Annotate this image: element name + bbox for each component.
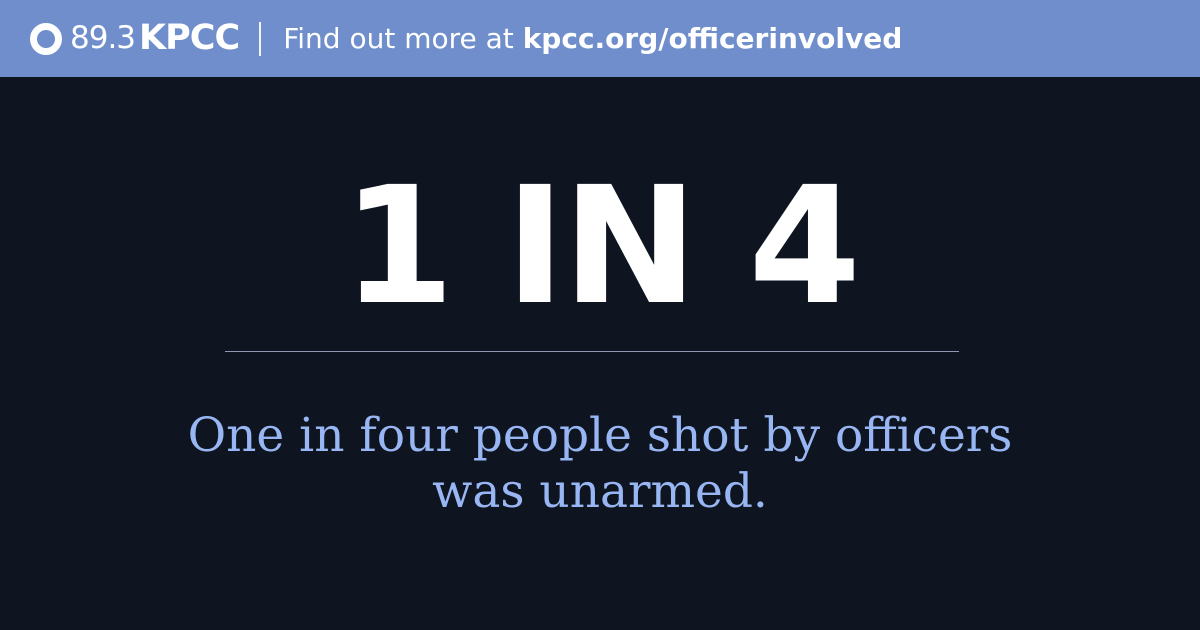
divider-rule: [225, 351, 959, 352]
caption-line-1: One in four people shot by officers: [187, 408, 1013, 463]
caption: One in four people shot by officers was …: [150, 408, 1050, 520]
logo-circle-icon: [30, 22, 62, 55]
tagline-url-link[interactable]: kpcc.org/officerinvolved: [522, 21, 903, 55]
tagline-prefix: Find out more at: [283, 21, 514, 55]
header-banner: 89.3 KPCC Find out more at kpcc.org/offi…: [0, 0, 1200, 77]
headline-stat: 1 IN 4: [341, 153, 861, 341]
logo-frequency: 89.3: [70, 20, 136, 56]
caption-line-2: was unarmed.: [432, 464, 768, 519]
station-logo[interactable]: 89.3 KPCC: [30, 0, 240, 77]
tagline: Find out more at kpcc.org/officerinvolve…: [283, 21, 903, 55]
header-divider: [259, 21, 262, 56]
logo-callsign: KPCC: [139, 18, 240, 58]
